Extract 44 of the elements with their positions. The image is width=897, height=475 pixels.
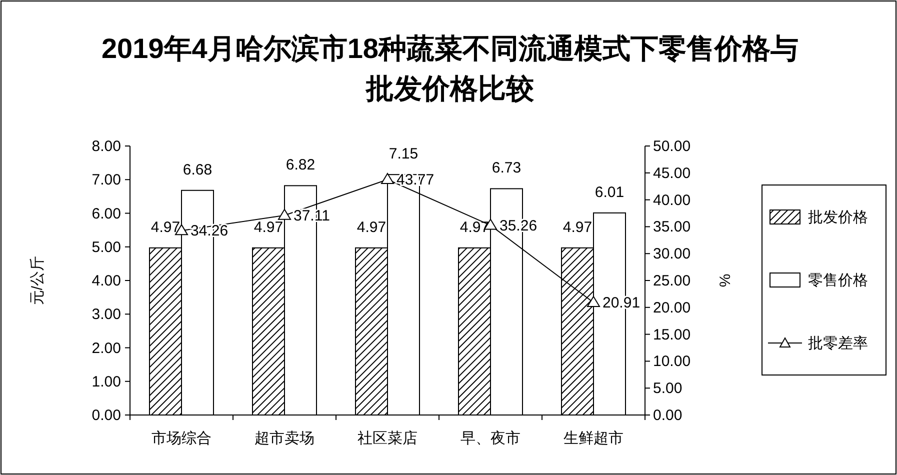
y-tick-label: 1.00: [92, 373, 121, 390]
y-tick-label: 0.00: [92, 407, 121, 424]
data-label: 4.97: [356, 218, 386, 236]
point: [381, 173, 394, 184]
legend-label: 零售价格: [808, 272, 868, 289]
data-label: 6.82: [286, 156, 316, 174]
y2-tick-label: 50.00: [653, 138, 691, 155]
y2-tick-label: 0.00: [653, 407, 682, 424]
y2-tick-label: 25.00: [653, 272, 691, 290]
point: [278, 208, 291, 220]
y2-tick-label: 35.00: [653, 218, 691, 236]
y2-tick-label: 45.00: [653, 164, 691, 182]
data-label: 6.73: [492, 160, 522, 177]
data-label: 4.97: [460, 218, 490, 236]
y-axis-title: 元/公斤: [29, 256, 46, 306]
y-tick-label: 4.00: [92, 272, 121, 290]
y2-axis-title: %: [717, 274, 734, 288]
x-tick-label: 社区菜店: [358, 430, 418, 447]
y-tick-label: 5.00: [92, 238, 121, 256]
data-label: 7.15: [388, 146, 418, 163]
chart-title: 2019年4月哈尔滨市18种蔬菜不同流通模式下零售价格与批发价格比较: [101, 33, 799, 104]
data-label: 4.97: [562, 218, 592, 236]
data-label: 6.01: [594, 184, 624, 201]
legend-label: 批零差率: [808, 335, 868, 352]
y2-tick-label: 20.00: [653, 299, 691, 316]
y-tick-label: 6.00: [92, 205, 121, 222]
y2-tick-label: 5.00: [653, 380, 682, 398]
point: [587, 296, 600, 308]
y2-tick-label: 40.00: [653, 192, 691, 209]
x-tick-label: 超市卖场: [254, 430, 314, 447]
data-label: 4.97: [254, 218, 284, 236]
y2-tick-label: 10.00: [653, 353, 691, 370]
x-tick-label: 市场综合: [152, 430, 212, 447]
x-tick-label: 生鲜超市: [564, 430, 624, 447]
y-tick-label: 8.00: [92, 138, 121, 155]
y2-tick-label: 30.00: [653, 246, 691, 263]
data-label: 6.68: [182, 161, 212, 178]
x-tick-label: 早、夜市: [460, 430, 520, 447]
y-tick-label: 2.00: [92, 340, 121, 357]
y2-tick-label: 15.00: [653, 326, 691, 344]
y-tick-label: 7.00: [92, 172, 121, 189]
data-label: 4.97: [150, 218, 180, 236]
legend-label: 批发价格: [808, 209, 868, 226]
y-tick-label: 3.00: [92, 306, 121, 324]
